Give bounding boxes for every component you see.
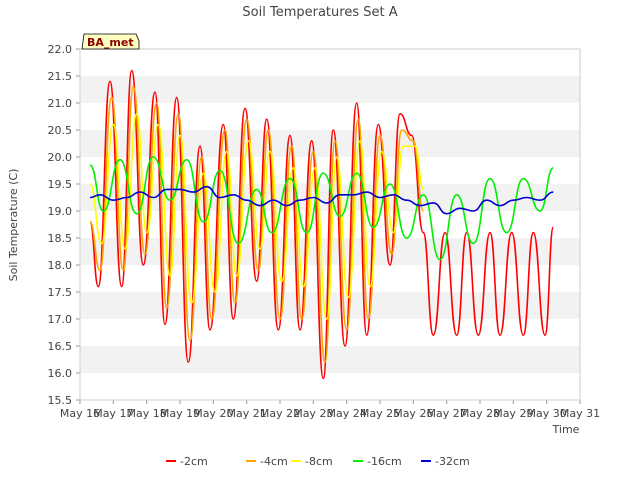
legend: -2cm -4cm -8cm -16cm -32cm [166,455,470,468]
x-tick-label: May 25 [360,407,400,420]
y-tick-label: 17.0 [48,313,73,326]
legend-item-minus-8cm: -8cm [291,455,333,468]
x-tick-label: May 17 [93,407,133,420]
grid-band [80,130,580,157]
x-tick-label: May 16 [60,407,100,420]
y-tick-label: 15.5 [48,394,73,407]
series-line-minus-16cm [89,156,555,261]
y-tick-label: 16.5 [48,340,73,353]
x-tick-label: May 18 [127,407,167,420]
x-tick-label: May 30 [527,407,567,420]
y-tick-label: 18.5 [48,232,73,245]
x-tick-label: May 19 [160,407,200,420]
x-tick-label: May 24 [327,407,367,420]
y-tick-label: 22.0 [48,43,73,56]
grid-band [80,49,580,76]
legend-label: -16cm [367,455,402,468]
plot-frame [79,48,581,401]
legend-label: -8cm [305,455,333,468]
legend-label: -2cm [180,455,208,468]
y-tick-label: 17.5 [48,286,73,299]
legend-item-minus-16cm: -16cm [353,455,402,468]
x-tick-label: May 22 [260,407,300,420]
series-line-minus-2cm [89,69,555,380]
x-tick-label: May 26 [393,407,433,420]
series-line-minus-32cm [89,185,554,215]
x-tick-label: May 29 [493,407,533,420]
chart-title: Soil Temperatures Set A [242,5,397,20]
y-tick-label: 21.0 [48,97,73,110]
legend-item-minus-2cm: -2cm [166,455,208,468]
series-line-minus-8cm [89,112,425,320]
x-axis-label: Time [552,423,580,436]
legend-label: -32cm [435,455,470,468]
grid-band [80,373,580,400]
y-tick-label: 19.0 [48,205,73,218]
y-axis-label: Soil Temperature (C) [7,169,20,282]
grid-band [80,103,580,130]
x-tick-label: May 31 [560,407,600,420]
y-tick-label: 20.0 [48,151,73,164]
x-tick-label: May 21 [227,407,267,420]
series-line-minus-4cm [89,85,425,364]
grid-band [80,76,580,103]
y-tick-label: 19.5 [48,178,73,191]
y-tick-label: 21.5 [48,70,73,83]
y-tick-label: 20.5 [48,124,73,137]
legend-item-minus-32cm: -32cm [421,455,470,468]
legend-label: -4cm [260,455,288,468]
station-label-text: BA_met [87,36,134,49]
x-tick-label: May 20 [193,407,233,420]
y-tick-label: 16.0 [48,367,73,380]
x-tick-label: May 23 [293,407,333,420]
grid-band [80,319,580,346]
grid-band [80,346,580,373]
legend-item-minus-4cm: -4cm [246,455,288,468]
x-tick-label: May 28 [460,407,500,420]
x-tick-label: May 27 [427,407,467,420]
station-label: BA_met [81,33,140,50]
y-tick-label: 18.0 [48,259,73,272]
